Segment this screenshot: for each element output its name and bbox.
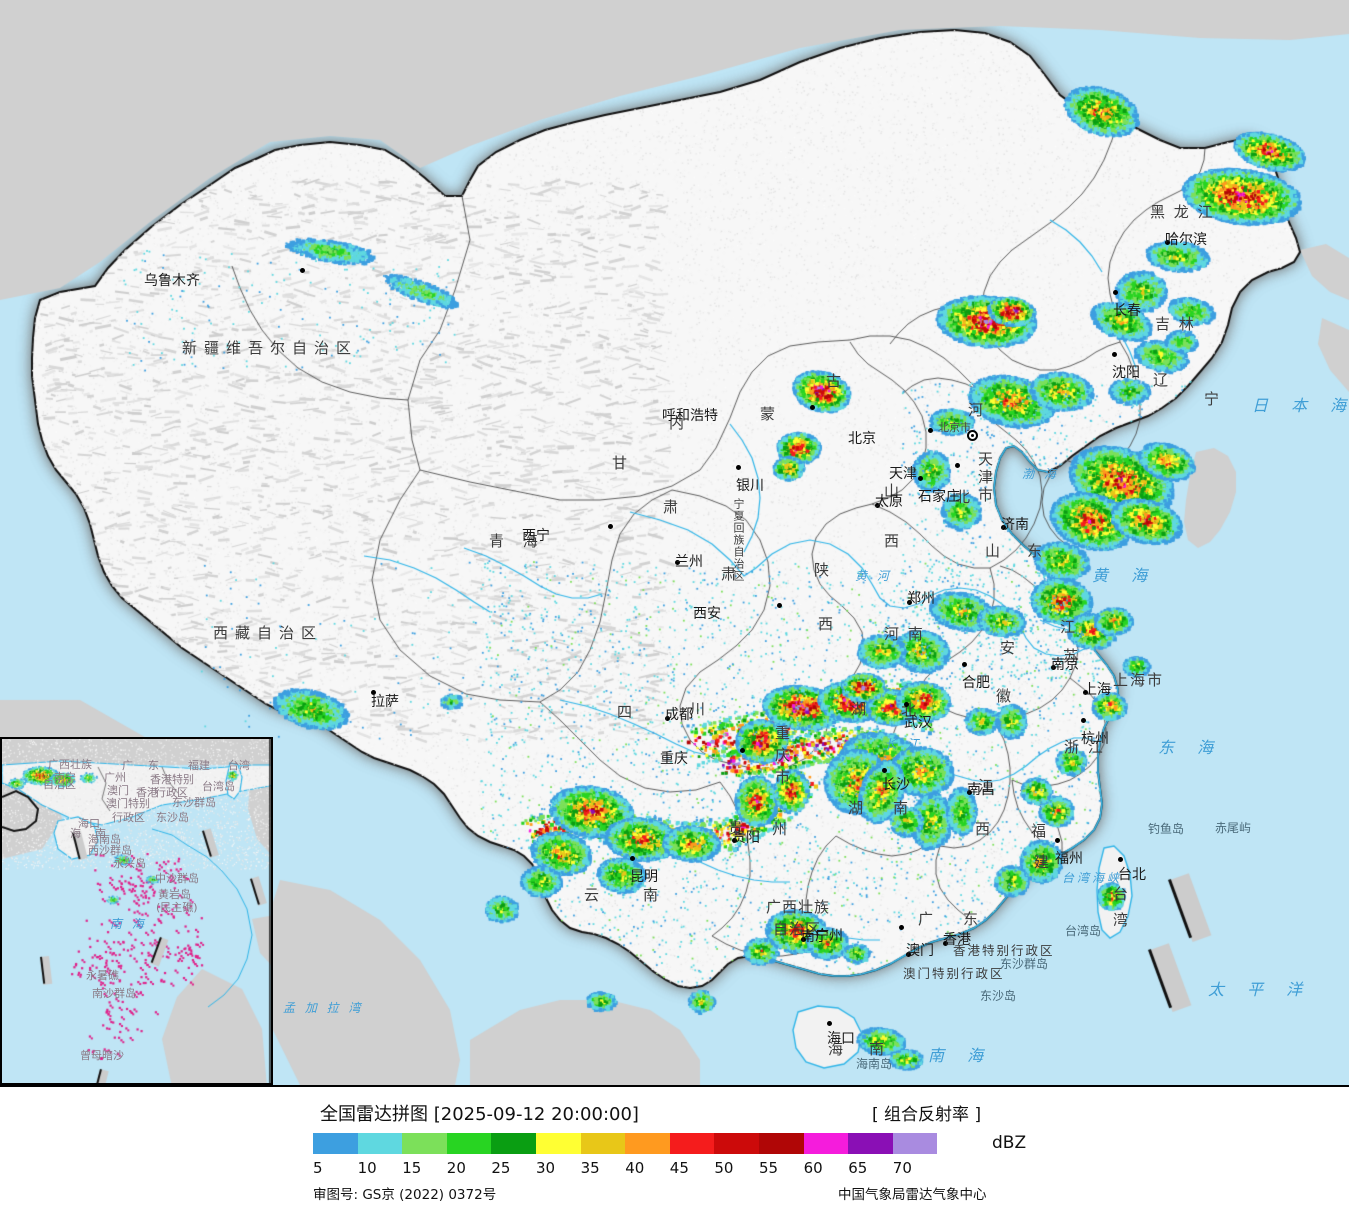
colorbar-swatch-3 (446, 1133, 492, 1154)
colorbar-tick: 60 (803, 1159, 823, 1177)
city-marker-dot (300, 268, 305, 273)
city-marker-dot (740, 748, 745, 753)
city-marker-dot (943, 941, 948, 946)
colorbar-unit-label: dBZ (992, 1133, 1027, 1153)
issuing-agency: 中国气象局雷达气象中心 (838, 1187, 987, 1203)
city-marker-dot (955, 463, 960, 468)
city-marker-dot (899, 925, 904, 930)
city-marker-dot (1081, 718, 1086, 723)
capital-marker-beijing (967, 430, 978, 441)
city-marker-dot (962, 662, 967, 667)
colorbar (313, 1133, 938, 1154)
colorbar-tick: 40 (625, 1159, 645, 1177)
colorbar-tick: 50 (714, 1159, 734, 1177)
city-marker-dot (1118, 857, 1123, 862)
city-marker-dot (736, 465, 741, 470)
colorbar-tick: 20 (446, 1159, 466, 1177)
colorbar-swatch-10 (758, 1133, 804, 1154)
colorbar-swatch-9 (714, 1133, 759, 1154)
city-marker-dot (827, 1021, 832, 1026)
city-marker-dot (801, 937, 806, 942)
colorbar-tick: 30 (536, 1159, 556, 1177)
city-marker-dot (882, 768, 887, 773)
city-marker-dot (904, 702, 909, 707)
city-marker-dot (675, 560, 680, 565)
city-marker-dot (918, 476, 923, 481)
inset-map-canvas (2, 739, 271, 1083)
city-marker-dot (906, 952, 911, 957)
city-marker-dot (630, 856, 635, 861)
colorbar-swatch-6 (580, 1133, 626, 1154)
colorbar-swatch-13 (892, 1133, 938, 1154)
colorbar-tick-labels: 5 10 15 20 25 30 35 40 45 50 55 60 65 70 (305, 1159, 1005, 1177)
colorbar-tick: 5 (313, 1159, 323, 1177)
city-marker-dot (907, 600, 912, 605)
colorbar-tick: 55 (759, 1159, 779, 1177)
city-marker-dot (1051, 665, 1056, 670)
colorbar-tick: 65 (848, 1159, 868, 1177)
colorbar-tick: 25 (491, 1159, 511, 1177)
city-marker-dot (371, 690, 376, 695)
city-marker-dot (1165, 240, 1170, 245)
colorbar-swatch-7 (625, 1133, 670, 1154)
city-marker-dot (1112, 352, 1117, 357)
colorbar-tick: 15 (402, 1159, 422, 1177)
city-marker-dot (875, 503, 880, 508)
city-marker-dot (777, 603, 782, 608)
city-marker-dot (810, 405, 815, 410)
city-marker-dot (608, 524, 613, 529)
colorbar-tick: 35 (580, 1159, 600, 1177)
city-marker-dot (928, 428, 933, 433)
legend-title: 全国雷达拼图 [2025-09-12 20:00:00] (320, 1104, 639, 1125)
city-marker-dot (1001, 525, 1006, 530)
map-approval-number: 审图号: GS京 (2022) 0372号 (313, 1187, 497, 1203)
colorbar-tick: 10 (357, 1159, 377, 1177)
colorbar-swatch-1 (357, 1133, 403, 1154)
legend-panel: 全国雷达拼图 [2025-09-12 20:00:00] [ 组合反射率 ] d… (0, 1085, 1349, 1208)
legend-product-type: [ 组合反射率 ] (872, 1105, 982, 1125)
city-marker-dot (732, 838, 737, 843)
colorbar-swatch-5 (535, 1133, 581, 1154)
colorbar-swatch-8 (669, 1133, 715, 1154)
colorbar-swatch-12 (848, 1133, 893, 1154)
colorbar-swatch-2 (402, 1133, 447, 1154)
city-marker-dot (665, 716, 670, 721)
city-marker-dot (1055, 838, 1060, 843)
city-marker-dot (1113, 290, 1118, 295)
colorbar-swatch-11 (803, 1133, 849, 1154)
colorbar-swatch-0 (313, 1133, 358, 1154)
colorbar-tick: 70 (892, 1159, 912, 1177)
colorbar-swatch-4 (491, 1133, 536, 1154)
south-china-sea-inset[interactable] (0, 737, 273, 1085)
city-marker-dot (967, 790, 972, 795)
colorbar-tick: 45 (669, 1159, 689, 1177)
city-marker-dot (1083, 690, 1088, 695)
